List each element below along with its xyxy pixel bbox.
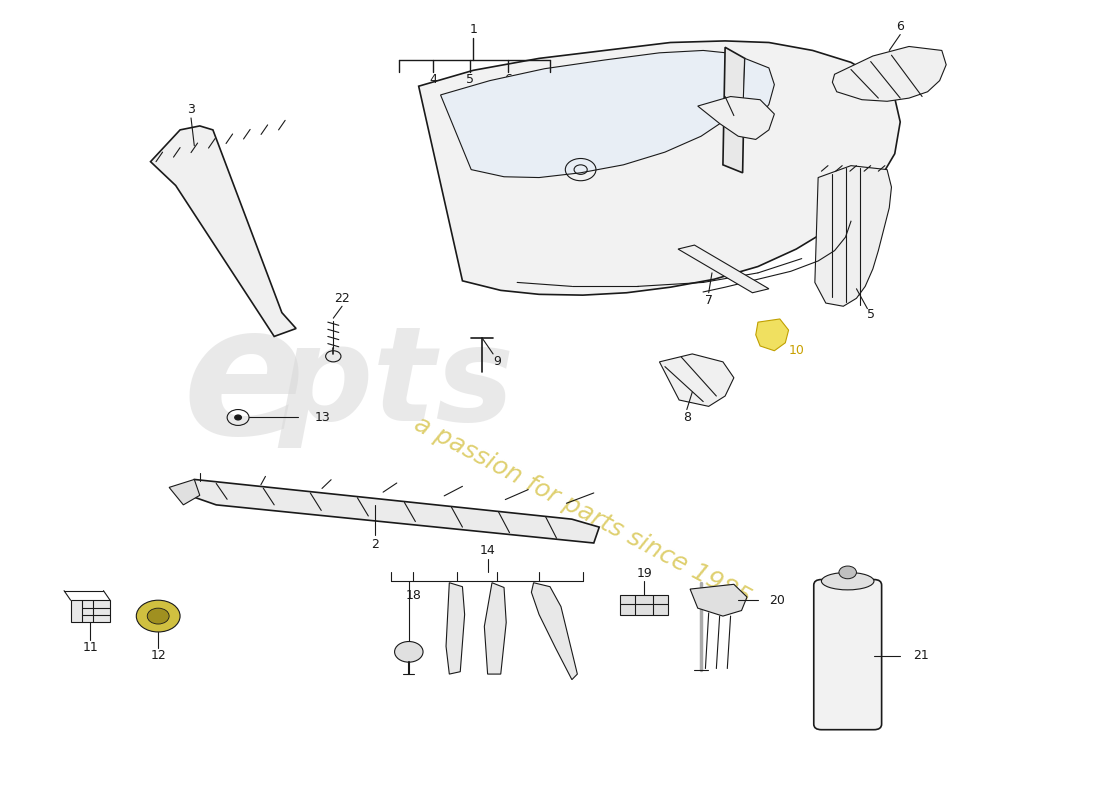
Polygon shape [441, 50, 756, 178]
Text: 11: 11 [82, 642, 98, 654]
Polygon shape [678, 245, 769, 293]
Text: 14: 14 [480, 545, 495, 558]
Text: 5: 5 [867, 308, 875, 321]
Text: pts: pts [278, 321, 515, 448]
Text: 22: 22 [334, 292, 350, 305]
Text: 4: 4 [429, 74, 437, 86]
Text: 18: 18 [405, 589, 421, 602]
Polygon shape [419, 41, 900, 295]
Polygon shape [484, 582, 506, 674]
Circle shape [395, 642, 424, 662]
Text: 3: 3 [187, 102, 195, 116]
Text: 2: 2 [371, 538, 378, 551]
Text: 1: 1 [470, 23, 477, 36]
Ellipse shape [822, 572, 875, 590]
Polygon shape [531, 582, 578, 680]
Text: 8: 8 [683, 411, 691, 424]
Polygon shape [620, 594, 668, 614]
Text: 19: 19 [636, 566, 652, 580]
Polygon shape [169, 479, 200, 505]
Polygon shape [151, 126, 296, 337]
Text: 21: 21 [913, 650, 930, 662]
Polygon shape [189, 479, 600, 543]
Polygon shape [723, 47, 745, 173]
Text: 5: 5 [466, 74, 474, 86]
Text: 15: 15 [449, 589, 465, 602]
Text: 4: 4 [717, 82, 725, 94]
Text: 9: 9 [494, 355, 502, 368]
Text: 16: 16 [531, 589, 547, 602]
Text: 6: 6 [896, 20, 904, 33]
Text: 17: 17 [490, 589, 505, 602]
Polygon shape [659, 354, 734, 406]
Text: 20: 20 [769, 594, 784, 606]
Polygon shape [697, 97, 774, 139]
Polygon shape [70, 600, 110, 622]
Circle shape [136, 600, 180, 632]
Polygon shape [446, 582, 464, 674]
Circle shape [147, 608, 169, 624]
Text: e: e [183, 296, 305, 472]
Polygon shape [690, 584, 747, 616]
Polygon shape [742, 58, 774, 122]
FancyBboxPatch shape [814, 579, 881, 730]
Text: 10: 10 [789, 344, 804, 358]
Polygon shape [756, 319, 789, 350]
Text: 7: 7 [705, 294, 713, 307]
Circle shape [234, 415, 241, 420]
Text: 6: 6 [505, 74, 513, 86]
Circle shape [839, 566, 857, 578]
Text: 12: 12 [151, 650, 166, 662]
Text: a passion for parts since 1985: a passion for parts since 1985 [410, 412, 756, 610]
Polygon shape [815, 166, 891, 306]
Polygon shape [833, 46, 946, 102]
Text: 13: 13 [315, 411, 330, 424]
